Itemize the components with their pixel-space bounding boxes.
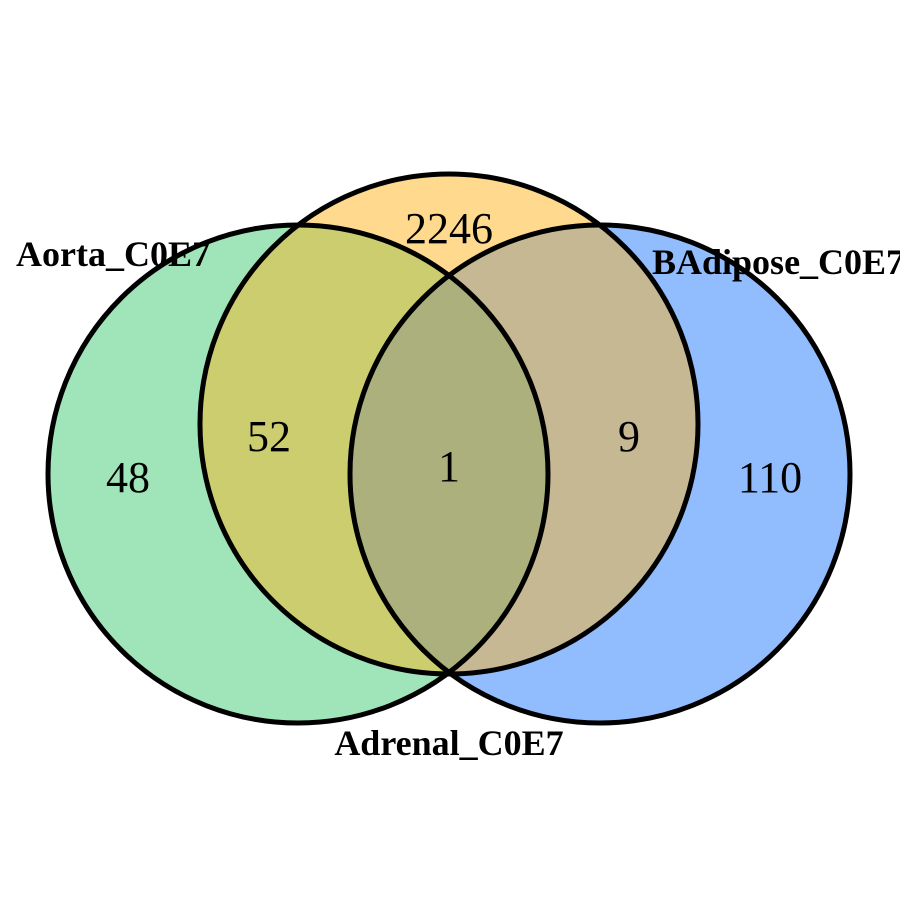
count-all-three: 1 <box>438 442 460 491</box>
label-adrenal: Adrenal_C0E7 <box>334 723 563 763</box>
set-adrenal-outline <box>197 171 701 677</box>
label-aorta: Aorta_C0E7 <box>16 234 210 274</box>
count-aorta-only: 48 <box>106 453 150 502</box>
count-adrenal-badipose: 9 <box>618 412 640 461</box>
region-all-three-fill <box>350 225 548 674</box>
count-adrenal-only: 2246 <box>405 204 493 253</box>
label-badipose: BAdipose_C0E7 <box>652 242 900 282</box>
count-badipose-only: 110 <box>738 453 802 502</box>
count-aorta-adrenal: 52 <box>247 412 291 461</box>
